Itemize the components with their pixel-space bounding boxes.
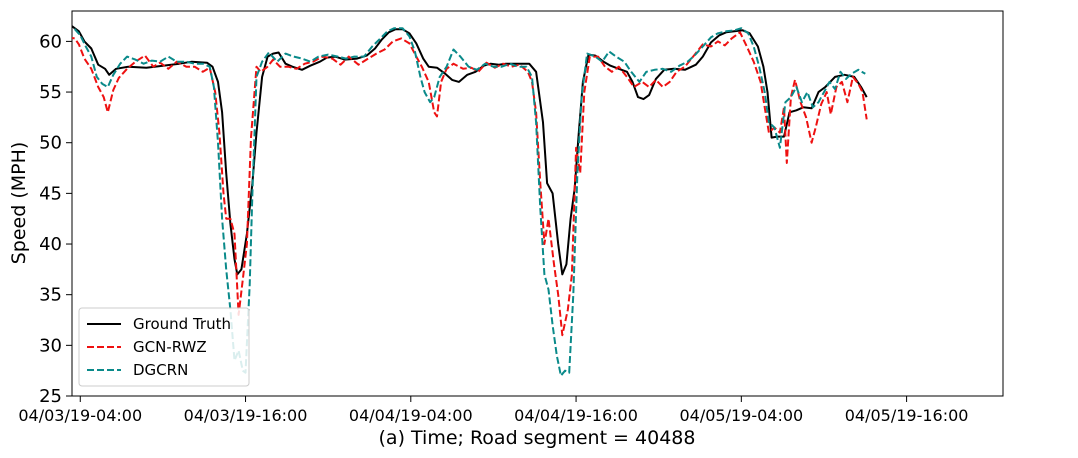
y-tick-label: 25 bbox=[39, 386, 62, 407]
y-tick-label: 55 bbox=[39, 82, 62, 103]
legend-box bbox=[78, 307, 250, 387]
x-axis-title: (a) Time; Road segment = 40488 bbox=[379, 427, 696, 449]
x-tick-label: 04/05/19-04:00 bbox=[679, 406, 803, 425]
x-axis: 04/03/19-04:00 04/03/19-16:00 04/04/19-04:… bbox=[18, 396, 968, 425]
y-tick-label: 30 bbox=[39, 335, 62, 356]
y-tick-label: 50 bbox=[39, 133, 62, 154]
plot-frame bbox=[71, 10, 1004, 397]
series-line-gcn-rwz bbox=[72, 31, 868, 337]
x-tick-label: 04/04/19-04:00 bbox=[349, 406, 473, 425]
x-tick-label: 04/03/19-04:00 bbox=[18, 406, 142, 425]
x-tick-label: 04/04/19-16:00 bbox=[514, 406, 638, 425]
y-tick-label: 35 bbox=[39, 285, 62, 306]
x-tick-label: 04/05/19-16:00 bbox=[845, 406, 969, 425]
legend-label: DGCRN bbox=[133, 361, 188, 379]
legend-label: GCN-RWZ bbox=[133, 338, 207, 356]
legend-label: Ground Truth bbox=[133, 315, 231, 333]
legend: Ground Truth GCN-RWZ DGCRN bbox=[78, 307, 250, 387]
series-line-ground-truth bbox=[72, 25, 868, 276]
series-line-dgcrn bbox=[72, 27, 866, 377]
x-tick-label: 04/03/19-16:00 bbox=[184, 406, 308, 425]
y-axis-title: Speed (MPH) bbox=[8, 142, 30, 265]
y-tick-label: 45 bbox=[39, 183, 62, 204]
series-layer bbox=[72, 25, 868, 377]
y-tick-label: 40 bbox=[39, 234, 62, 255]
y-axis: 25 30 35 40 45 50 55 60 bbox=[39, 31, 72, 407]
y-tick-label: 60 bbox=[39, 31, 62, 52]
